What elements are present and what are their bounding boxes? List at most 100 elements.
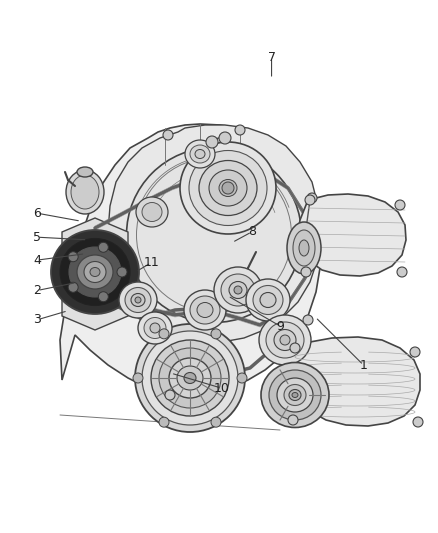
Ellipse shape — [177, 366, 203, 390]
Circle shape — [301, 267, 311, 277]
Polygon shape — [60, 124, 320, 395]
Ellipse shape — [190, 296, 220, 324]
Ellipse shape — [71, 175, 99, 209]
Ellipse shape — [180, 142, 276, 234]
Ellipse shape — [138, 312, 172, 344]
Circle shape — [307, 193, 317, 203]
Ellipse shape — [125, 287, 151, 312]
Ellipse shape — [199, 160, 257, 215]
Circle shape — [165, 390, 175, 400]
Ellipse shape — [169, 358, 211, 398]
Ellipse shape — [184, 373, 196, 384]
Circle shape — [163, 130, 173, 140]
Ellipse shape — [135, 324, 245, 432]
Circle shape — [303, 315, 313, 325]
Text: 1: 1 — [360, 359, 367, 372]
Ellipse shape — [119, 282, 157, 318]
Ellipse shape — [284, 384, 306, 406]
Circle shape — [395, 200, 405, 210]
Ellipse shape — [77, 167, 93, 177]
Text: 4: 4 — [33, 254, 41, 266]
Ellipse shape — [69, 247, 121, 297]
Ellipse shape — [214, 267, 262, 313]
Circle shape — [290, 343, 300, 353]
Text: 10: 10 — [213, 382, 229, 394]
Ellipse shape — [229, 281, 247, 298]
Text: 3: 3 — [33, 313, 41, 326]
Circle shape — [159, 329, 169, 339]
Ellipse shape — [209, 170, 247, 206]
Polygon shape — [62, 218, 128, 330]
Circle shape — [99, 243, 108, 252]
Ellipse shape — [189, 150, 267, 225]
Ellipse shape — [131, 294, 145, 306]
Text: 2: 2 — [33, 284, 41, 297]
Ellipse shape — [266, 322, 304, 358]
Ellipse shape — [66, 170, 104, 214]
Ellipse shape — [287, 222, 321, 274]
Text: 7: 7 — [268, 51, 276, 64]
Ellipse shape — [292, 392, 298, 398]
Ellipse shape — [260, 293, 276, 308]
Circle shape — [235, 125, 245, 135]
Circle shape — [133, 373, 143, 383]
Circle shape — [410, 347, 420, 357]
Ellipse shape — [246, 279, 290, 321]
Ellipse shape — [234, 286, 242, 294]
Ellipse shape — [261, 362, 329, 427]
Ellipse shape — [135, 297, 141, 303]
Circle shape — [68, 282, 78, 292]
Circle shape — [99, 292, 108, 302]
Polygon shape — [290, 337, 420, 426]
Circle shape — [288, 415, 298, 425]
Circle shape — [211, 329, 221, 339]
Circle shape — [211, 417, 221, 427]
Ellipse shape — [84, 262, 106, 282]
Text: 6: 6 — [33, 207, 41, 220]
Ellipse shape — [77, 255, 113, 289]
Ellipse shape — [190, 145, 210, 163]
Ellipse shape — [299, 240, 309, 256]
Circle shape — [206, 136, 218, 148]
Circle shape — [68, 252, 78, 262]
Ellipse shape — [280, 335, 290, 345]
Ellipse shape — [219, 180, 237, 197]
Ellipse shape — [150, 323, 160, 333]
Ellipse shape — [259, 315, 311, 365]
Ellipse shape — [221, 274, 255, 306]
Ellipse shape — [144, 318, 166, 338]
Circle shape — [237, 373, 247, 383]
Polygon shape — [298, 194, 406, 276]
Ellipse shape — [142, 203, 162, 222]
Ellipse shape — [127, 148, 301, 322]
Text: 11: 11 — [143, 256, 159, 269]
Ellipse shape — [269, 370, 321, 420]
Circle shape — [397, 267, 407, 277]
Ellipse shape — [293, 230, 315, 266]
Ellipse shape — [60, 238, 130, 305]
Ellipse shape — [159, 348, 221, 408]
Circle shape — [222, 182, 234, 194]
Ellipse shape — [289, 390, 301, 400]
Circle shape — [413, 417, 423, 427]
Circle shape — [305, 195, 315, 205]
Ellipse shape — [197, 303, 213, 318]
Ellipse shape — [274, 329, 296, 351]
Ellipse shape — [151, 340, 229, 416]
Polygon shape — [108, 125, 320, 342]
Ellipse shape — [277, 378, 313, 412]
Circle shape — [219, 132, 231, 144]
Ellipse shape — [184, 290, 226, 330]
Text: 8: 8 — [248, 225, 256, 238]
Text: 5: 5 — [33, 231, 41, 244]
Ellipse shape — [90, 268, 100, 277]
Ellipse shape — [142, 331, 238, 425]
Text: 9: 9 — [276, 320, 284, 333]
Circle shape — [117, 267, 127, 277]
Ellipse shape — [195, 149, 205, 158]
Ellipse shape — [51, 230, 139, 314]
Ellipse shape — [185, 140, 215, 168]
Ellipse shape — [136, 197, 168, 227]
Ellipse shape — [253, 286, 283, 314]
Circle shape — [159, 417, 169, 427]
